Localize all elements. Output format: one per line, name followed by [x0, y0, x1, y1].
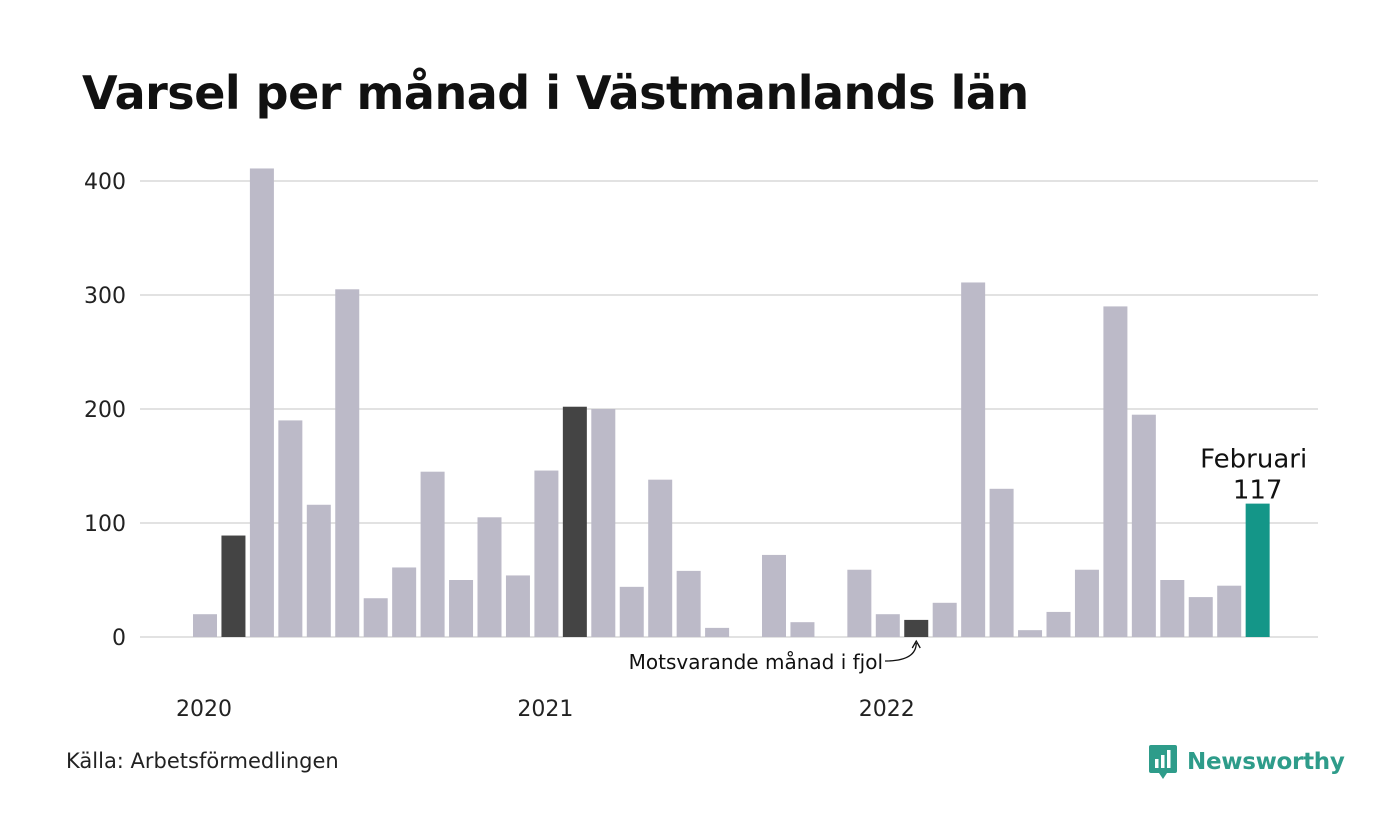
bar — [875, 614, 900, 637]
bar — [392, 567, 417, 637]
x-tick-label: 2021 — [517, 697, 573, 722]
bar — [278, 420, 303, 637]
brand-logo: Newsworthy — [1148, 743, 1345, 781]
bar-highlight — [1245, 503, 1270, 637]
bar — [1074, 569, 1099, 637]
bar — [932, 602, 957, 637]
bar — [1160, 580, 1185, 637]
bar — [335, 289, 360, 637]
bar — [193, 614, 217, 637]
bar — [591, 409, 616, 637]
annotation-label: Motsvarande månad i fjol — [629, 650, 883, 674]
bar — [1018, 630, 1043, 637]
bar — [363, 598, 388, 637]
chart-title: Varsel per månad i Västmanlands län — [82, 66, 1029, 120]
y-tick-label: 400 — [84, 170, 126, 195]
bar-previous-year — [221, 535, 246, 637]
annotation-arrow — [884, 642, 917, 662]
bar — [449, 580, 474, 637]
bar — [1188, 597, 1213, 637]
bar — [477, 517, 502, 637]
bars — [193, 168, 1270, 637]
y-tick-label: 200 — [84, 398, 126, 423]
bar — [648, 479, 673, 637]
bar — [705, 627, 730, 637]
newsworthy-logo-icon — [1149, 745, 1177, 779]
bar — [420, 471, 445, 637]
bar — [1217, 585, 1242, 637]
bar — [790, 622, 815, 637]
y-axis-ticks: 0 100 200 300 400 — [84, 170, 126, 651]
bar — [1103, 306, 1128, 637]
highlight-month-label: Februari — [1200, 445, 1307, 475]
bar — [1131, 414, 1156, 637]
bar-previous-year — [904, 619, 929, 637]
bar — [676, 570, 701, 637]
bar — [961, 282, 986, 637]
brand-name: Newsworthy — [1187, 749, 1345, 775]
bar-previous-year — [562, 406, 587, 637]
bar — [619, 586, 644, 637]
highlight-value-label: 117 — [1233, 476, 1283, 506]
bar — [989, 488, 1014, 637]
bar — [249, 168, 274, 637]
annotation-arrowhead — [911, 639, 921, 649]
bar — [505, 575, 530, 637]
bar — [847, 569, 872, 637]
bar — [1046, 611, 1071, 637]
x-tick-label: 2020 — [176, 697, 232, 722]
source-note: Källa: Arbetsförmedlingen — [66, 749, 339, 773]
y-tick-label: 0 — [112, 626, 126, 651]
y-tick-label: 100 — [84, 512, 126, 537]
x-tick-label: 2022 — [859, 697, 915, 722]
bar — [762, 554, 786, 637]
bar — [534, 470, 559, 637]
bar — [306, 504, 331, 637]
y-tick-label: 300 — [84, 284, 126, 309]
x-axis-labels: 2020 2021 2022 — [176, 697, 915, 722]
